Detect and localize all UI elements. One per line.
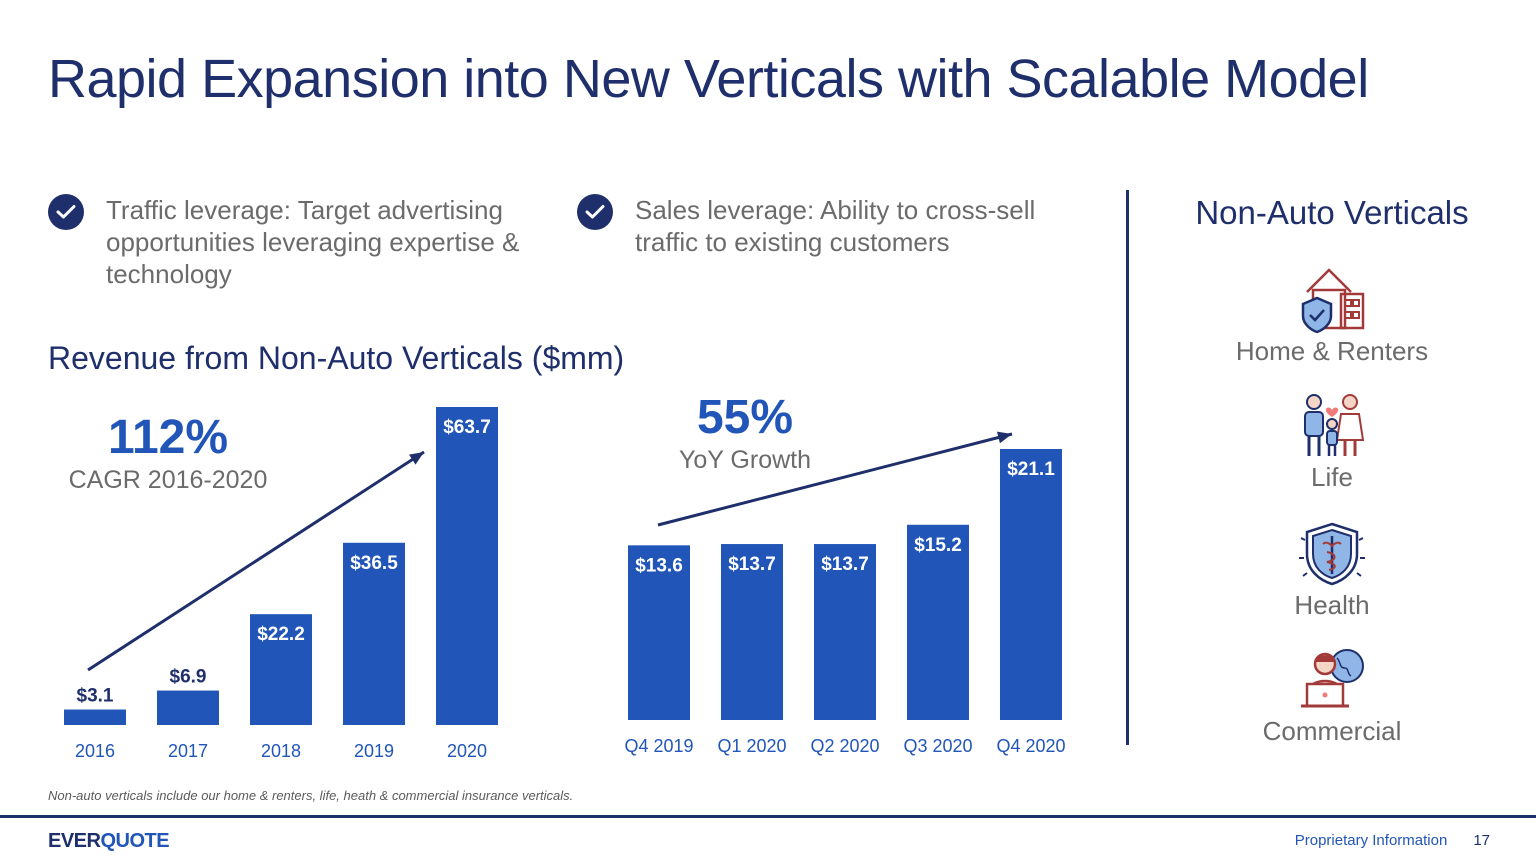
bullet-sales-leverage: Sales leverage: Ability to cross-sell tr… bbox=[577, 194, 1087, 258]
vertical-label: Life bbox=[1311, 462, 1353, 492]
footer-info: Proprietary Information 17 bbox=[1295, 832, 1490, 849]
bar bbox=[1000, 449, 1062, 720]
proprietary-label: Proprietary Information bbox=[1294, 832, 1448, 849]
vertical-health: Health bbox=[1140, 518, 1524, 621]
bar bbox=[157, 690, 219, 725]
bar bbox=[343, 542, 405, 725]
bar-data-label: $36.5 bbox=[350, 553, 398, 574]
bar bbox=[436, 407, 498, 725]
logo-part: EVER bbox=[48, 830, 101, 852]
vertical-divider bbox=[1126, 190, 1129, 745]
yoy-label: YoY Growth bbox=[678, 446, 812, 474]
cagr-label: CAGR 2016-2020 bbox=[68, 466, 268, 494]
x-tick-label: 2020 bbox=[447, 741, 487, 761]
x-tick-label: Q2 2020 bbox=[810, 736, 879, 756]
check-icon bbox=[48, 194, 84, 230]
bar-data-label: $21.1 bbox=[1007, 459, 1055, 480]
footnote: Non-auto verticals include our home & re… bbox=[48, 788, 574, 803]
bar-data-label: $15.2 bbox=[914, 535, 962, 556]
vertical-label: Home & Renters bbox=[1235, 336, 1429, 366]
bullet-text: Traffic leverage: Target advertising opp… bbox=[106, 195, 520, 289]
logo-part: QUOTE bbox=[100, 830, 170, 852]
bullet-traffic-leverage: Traffic leverage: Target advertising opp… bbox=[48, 194, 548, 290]
bullet-text: Sales leverage: Ability to cross-sell tr… bbox=[635, 195, 1036, 257]
x-tick-label: Q3 2020 bbox=[903, 736, 972, 756]
trend-arrow-line bbox=[657, 432, 1013, 527]
bar-data-label: $63.7 bbox=[443, 417, 491, 438]
vertical-life: Life bbox=[1140, 390, 1524, 493]
family-icon bbox=[1304, 394, 1365, 456]
x-tick-label: 2019 bbox=[354, 741, 394, 761]
bar bbox=[907, 524, 969, 720]
page-number: 17 bbox=[1473, 832, 1490, 849]
verticals-title: Non-Auto Verticals bbox=[1195, 194, 1469, 231]
x-tick-label: Q4 2019 bbox=[624, 736, 693, 756]
bar bbox=[64, 709, 126, 725]
chart-section-title: Revenue from Non-Auto Verticals ($mm) bbox=[48, 340, 625, 376]
bar bbox=[250, 614, 312, 725]
bar bbox=[814, 544, 876, 720]
trend-arrow-head bbox=[408, 452, 424, 465]
laptop-globe-icon bbox=[1301, 649, 1364, 708]
caduceus-shield-icon bbox=[1299, 522, 1365, 586]
trend-arrow-line bbox=[87, 450, 425, 672]
bar-data-label: $13.7 bbox=[821, 554, 869, 575]
yoy-value: 55% bbox=[696, 391, 794, 444]
vertical-commercial: Commercial bbox=[1140, 644, 1524, 747]
x-tick-label: Q4 2020 bbox=[996, 736, 1065, 756]
annual-revenue-chart: $3.1 2016 $6.9 2017 $22.2 2018 $36.5 2019 $63.7 2… bbox=[64, 407, 498, 761]
quarterly-revenue-chart: $13.6 Q4 2019 $13.7 Q1 2020 $13.7 Q2 2020 $15.… bbox=[624, 431, 1066, 756]
vertical-label: Health bbox=[1294, 590, 1370, 620]
x-tick-label: 2017 bbox=[168, 741, 208, 761]
x-tick-label: 2016 bbox=[75, 741, 115, 761]
bar bbox=[721, 544, 783, 720]
cagr-value: 112% bbox=[107, 411, 229, 464]
house-shield-icon bbox=[1301, 268, 1365, 334]
everquote-logo: EVERQUOTE bbox=[48, 830, 170, 853]
bar-data-label: $6.9 bbox=[170, 667, 207, 688]
trend-arrow-head bbox=[996, 431, 1012, 444]
bar-data-label: $22.2 bbox=[257, 624, 305, 645]
slide-title: Rapid Expansion into New Verticals with … bbox=[48, 49, 1369, 109]
bar-data-label: $13.6 bbox=[635, 555, 683, 576]
vertical-home-renters: Home & Renters bbox=[1140, 264, 1524, 367]
x-tick-label: Q1 2020 bbox=[717, 736, 786, 756]
bar bbox=[628, 545, 690, 720]
bar-data-label: $3.1 bbox=[77, 686, 114, 707]
vertical-label: Commercial bbox=[1262, 716, 1402, 746]
footer-rule bbox=[0, 815, 1536, 818]
check-icon bbox=[577, 194, 613, 230]
x-tick-label: 2018 bbox=[261, 741, 301, 761]
bar-data-label: $13.7 bbox=[728, 554, 776, 575]
